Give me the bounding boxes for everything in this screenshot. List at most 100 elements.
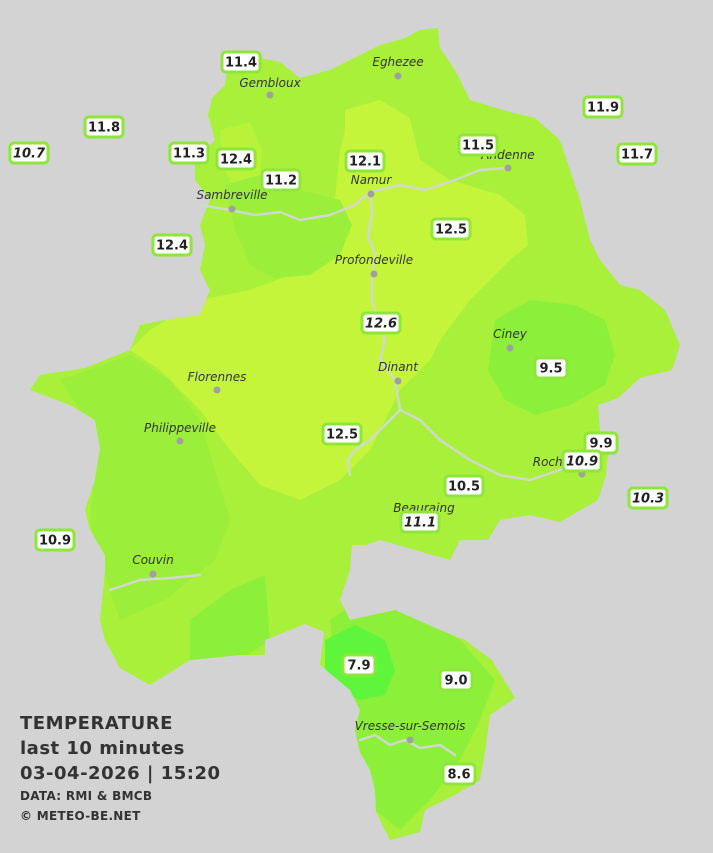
station-box	[8, 141, 50, 165]
station-box	[321, 422, 363, 446]
station-value-text: 11.9	[587, 101, 619, 116]
station-box	[83, 115, 125, 139]
station-value-text: 11.1	[404, 516, 436, 531]
city-label: Eghezee	[372, 55, 423, 69]
city-label: Philippeville	[144, 421, 216, 435]
station-box	[582, 95, 624, 119]
station-value-text: 10.9	[39, 534, 71, 549]
station-value: 12.4	[151, 233, 193, 257]
city-label: Dinant	[378, 360, 419, 374]
station-value-text: 12.4	[220, 153, 252, 168]
cool-zone-couvin	[190, 575, 270, 665]
station-value-text: 9.0	[444, 674, 467, 689]
map-subtitle: last 10 minutes	[20, 738, 185, 759]
station-value: 11.9	[582, 95, 624, 119]
station-value: 9.5	[533, 356, 569, 380]
city-dot	[149, 570, 157, 578]
city-dot	[228, 205, 236, 213]
station-box	[561, 449, 603, 473]
station-box	[438, 668, 474, 692]
station-box	[430, 217, 472, 241]
station-value: 11.8	[83, 115, 125, 139]
station-box	[441, 762, 477, 786]
station-value-text: 12.4	[156, 239, 188, 254]
station-value: 11.3	[168, 141, 210, 165]
city-dot	[367, 190, 375, 198]
station-box	[627, 486, 669, 510]
station-value-text: 11.3	[173, 147, 205, 162]
river-meuse	[346, 190, 402, 477]
station-value-text: 11.5	[462, 139, 494, 154]
city-label: Profondeville	[335, 253, 413, 267]
station-box	[151, 233, 193, 257]
info-panel: TEMPERATURE last 10 minutes 03-04-2026 |…	[20, 711, 221, 826]
city-label: Couvin	[132, 553, 173, 567]
station-values: 11.4 11.9 11.8 10.7 11.5 11.7 11.3 12.4 12.1 11.2…	[8, 50, 669, 786]
data-source: DATA: RMI & BMCB	[20, 789, 153, 803]
station-value-text: 8.6	[447, 768, 470, 783]
station-box	[443, 474, 485, 498]
city-label: Sambreville	[196, 188, 267, 202]
station-value-text: 11.7	[621, 148, 653, 163]
station-box	[457, 133, 499, 157]
station-value: 11.7	[616, 142, 658, 166]
river-viroin	[108, 573, 202, 592]
city-label: Vresse-sur-Semois	[355, 719, 466, 733]
station-box	[168, 141, 210, 165]
station-value: 10.7	[8, 141, 50, 165]
station-value: 12.6	[360, 311, 402, 335]
map-title: TEMPERATURE	[20, 713, 173, 734]
city-label: Ciney	[493, 327, 528, 341]
station-value-text: 12.5	[326, 428, 358, 443]
copyright: © METEO-BE.NET	[20, 809, 141, 823]
station-value-text: 12.6	[365, 317, 397, 332]
city-dot	[394, 72, 402, 80]
map-datetime: 03-04-2026 | 15:20	[20, 763, 221, 784]
station-box	[260, 168, 302, 192]
temperature-zones	[60, 100, 615, 830]
station-value: 12.5	[430, 217, 472, 241]
station-value: 10.3	[627, 486, 669, 510]
station-value: 11.1	[399, 510, 441, 534]
station-value: 12.4	[215, 147, 257, 171]
station-value-text: 11.8	[88, 121, 120, 136]
station-value: 11.5	[457, 133, 499, 157]
station-box	[360, 311, 402, 335]
city-dot	[406, 736, 414, 744]
city-label: Namur	[351, 173, 393, 187]
station-box	[215, 147, 257, 171]
station-value-text: 10.7	[13, 147, 46, 162]
station-value: 10.9	[34, 528, 76, 552]
station-value: 12.1	[344, 149, 386, 173]
station-value-text: 12.5	[435, 223, 467, 238]
station-value-text: 7.9	[347, 659, 370, 674]
station-box	[616, 142, 658, 166]
station-value-text: 10.3	[632, 492, 664, 507]
station-value-text: 11.4	[225, 56, 257, 71]
station-value: 10.9	[561, 449, 603, 473]
station-value: 9.0	[438, 668, 474, 692]
station-box	[399, 510, 441, 534]
station-value: 12.5	[321, 422, 363, 446]
cool-zone-sambre	[225, 175, 352, 278]
station-box	[341, 653, 377, 677]
city-dot	[266, 91, 274, 99]
city-dot	[504, 164, 512, 172]
station-box	[344, 149, 386, 173]
city-dot	[370, 270, 378, 278]
city-dot	[176, 437, 184, 445]
city-label: Florennes	[188, 370, 247, 384]
station-value: 11.4	[220, 50, 262, 74]
station-value-text: 12.1	[349, 155, 381, 170]
station-value: 8.6	[441, 762, 477, 786]
city-dot	[506, 344, 514, 352]
station-value-text: 10.5	[448, 480, 480, 495]
station-value: 10.5	[443, 474, 485, 498]
station-value-text: 10.9	[566, 455, 598, 470]
station-box	[220, 50, 262, 74]
river-meuse-upper	[368, 166, 507, 194]
city-dot	[213, 386, 221, 394]
station-value: 11.2	[260, 168, 302, 192]
station-value-text: 9.5	[539, 362, 562, 377]
